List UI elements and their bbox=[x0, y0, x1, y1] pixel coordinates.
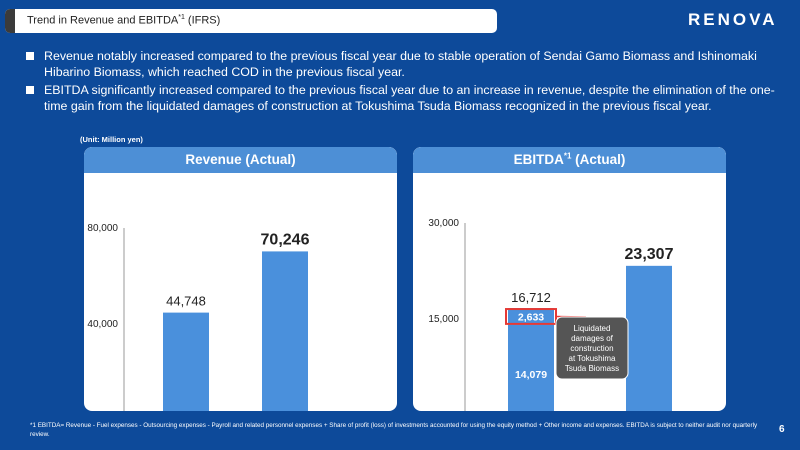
bullet-item: Revenue notably increased compared to th… bbox=[26, 48, 786, 80]
damages-segment-label: 2,633 bbox=[518, 311, 544, 323]
renova-logo: RENOVA bbox=[688, 10, 778, 29]
unit-note: (Unit: Million yen) bbox=[80, 135, 143, 144]
revenue-bar bbox=[262, 251, 308, 411]
ebitda-value-label: 16,712 bbox=[511, 290, 551, 305]
page-number: 6 bbox=[779, 424, 785, 435]
bullet-item: EBITDA significantly increased compared … bbox=[26, 82, 786, 114]
revenue-bar bbox=[163, 312, 209, 411]
base-segment-label: 14,079 bbox=[515, 369, 547, 381]
ebitda-bar-damages-segment bbox=[508, 308, 554, 325]
bullet-square-icon bbox=[26, 52, 34, 60]
footnote: *1 EBITDA= Revenue - Fuel expenses - Out… bbox=[30, 422, 758, 438]
y-tick-label: 15,000 bbox=[428, 314, 459, 325]
bullet-square-icon bbox=[26, 86, 34, 94]
ebitda-chart-panel: EBITDA*1 (Actual) 0 15,000 30,000 2,633 14,0… bbox=[413, 147, 726, 411]
y-tick-label: 0 bbox=[453, 410, 459, 411]
summary-bullets: Revenue notably increased compared to th… bbox=[26, 48, 786, 116]
revenue-value-label: 44,748 bbox=[166, 294, 206, 309]
ebitda-value-label: 23,307 bbox=[625, 246, 674, 263]
revenue-chart-title: Revenue (Actual) bbox=[84, 147, 397, 173]
ebitda-bar-base-segment bbox=[508, 324, 554, 411]
ebitda-bar bbox=[626, 265, 672, 411]
slide-title: Trend in Revenue and EBITDA*1 (IFRS) bbox=[27, 14, 221, 27]
title-accent bbox=[5, 9, 15, 33]
annotation-box bbox=[555, 316, 629, 380]
revenue-value-label: 70,246 bbox=[261, 231, 310, 248]
title-bar: Trend in Revenue and EBITDA*1 (IFRS) bbox=[5, 9, 497, 33]
y-tick-label: 30,000 bbox=[428, 218, 459, 229]
y-tick-label: 40,000 bbox=[87, 319, 118, 330]
annotation-text: Liquidated damages of construction at Tokus… bbox=[565, 324, 619, 373]
ebitda-chart-title: EBITDA*1 (Actual) bbox=[413, 147, 726, 173]
y-tick-label: 80,000 bbox=[87, 223, 118, 234]
